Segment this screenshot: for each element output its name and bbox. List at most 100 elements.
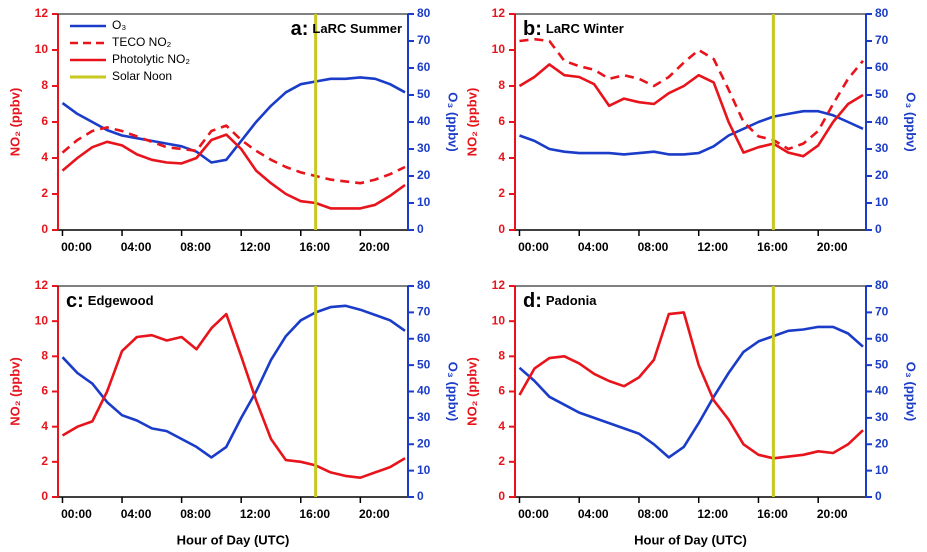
y-tick-label: 6 bbox=[498, 114, 505, 128]
y-tick-label: 4 bbox=[41, 150, 48, 164]
y-tick-label: 0 bbox=[41, 222, 48, 236]
panel: 0 2 4 6 8 10 12 0 10 20 30 40 50 60 70 80 00:00 04:00 08:0… bbox=[464, 278, 918, 547]
y2-tick-label: 0 bbox=[875, 489, 882, 503]
y2-tick-label: 40 bbox=[417, 384, 431, 398]
y-tick-label: 10 bbox=[35, 313, 49, 327]
x-tick-label: 00:00 bbox=[61, 240, 92, 254]
y2-tick-label: 70 bbox=[875, 33, 889, 47]
data-line bbox=[61, 133, 406, 210]
y2-tick-label: 30 bbox=[875, 410, 889, 424]
x-axis-label: Hour of Day (UTC) bbox=[634, 532, 747, 547]
y-tick-label: 6 bbox=[41, 114, 48, 128]
y-tick-label: 12 bbox=[35, 278, 49, 292]
y2-tick-label: 70 bbox=[875, 305, 889, 319]
panel: 0 2 4 6 8 10 12 0 10 20 30 40 50 60 70 80 00:00 04:00 08:0… bbox=[7, 6, 460, 254]
y-tick-label: 10 bbox=[35, 42, 49, 56]
x-tick-label: 12:00 bbox=[240, 240, 271, 254]
y2-axis-label: O₃ (ppbv) bbox=[446, 92, 461, 151]
panel-letter: d: bbox=[523, 290, 542, 312]
y-axis-label: NO₂ (ppbv) bbox=[464, 357, 479, 426]
x-tick-label: 04:00 bbox=[121, 240, 152, 254]
y-tick-label: 2 bbox=[41, 454, 48, 468]
x-tick-label: 20:00 bbox=[359, 240, 390, 254]
y2-tick-label: 60 bbox=[875, 60, 889, 74]
x-tick-label: 04:00 bbox=[578, 240, 609, 254]
y-tick-label: 0 bbox=[41, 489, 48, 503]
y2-tick-label: 40 bbox=[875, 114, 889, 128]
y2-tick-label: 50 bbox=[875, 87, 889, 101]
y2-tick-label: 0 bbox=[417, 222, 424, 236]
x-tick-label: 20:00 bbox=[817, 240, 848, 254]
data-line bbox=[61, 76, 406, 164]
y-tick-label: 6 bbox=[41, 384, 48, 398]
data-line bbox=[61, 304, 406, 459]
y-tick-label: 2 bbox=[498, 454, 505, 468]
y2-tick-label: 40 bbox=[417, 114, 431, 128]
x-tick-label: 00:00 bbox=[518, 240, 549, 254]
panel-title: a: LaRC Summer bbox=[291, 18, 402, 40]
y-tick-label: 4 bbox=[498, 419, 505, 433]
y2-axis-label: O₃ (ppbv) bbox=[904, 362, 919, 421]
panel: 0 2 4 6 8 10 12 0 10 20 30 40 50 60 70 80 00:00 04:00 08:0… bbox=[464, 6, 918, 254]
y-tick-label: 10 bbox=[492, 313, 506, 327]
data-line bbox=[519, 37, 865, 151]
y2-tick-label: 0 bbox=[875, 222, 882, 236]
x-tick-label: 04:00 bbox=[578, 507, 609, 521]
y-tick-label: 8 bbox=[41, 349, 48, 363]
y-tick-label: 4 bbox=[41, 419, 48, 433]
x-tick-label: 16:00 bbox=[757, 240, 788, 254]
y2-tick-label: 10 bbox=[417, 195, 431, 209]
legend-label: O₃ bbox=[112, 18, 126, 32]
y-tick-label: 8 bbox=[498, 349, 505, 363]
y2-tick-label: 80 bbox=[875, 6, 889, 20]
legend-label: Photolytic NO₂ bbox=[112, 52, 190, 66]
x-tick-label: 16:00 bbox=[757, 507, 788, 521]
x-tick-label: 12:00 bbox=[697, 507, 728, 521]
x-tick-label: 12:00 bbox=[697, 240, 728, 254]
y2-tick-label: 30 bbox=[417, 141, 431, 155]
y2-tick-label: 60 bbox=[875, 331, 889, 345]
panel-name: Padonia bbox=[546, 293, 597, 308]
y2-tick-label: 50 bbox=[417, 87, 431, 101]
y-tick-label: 0 bbox=[498, 222, 505, 236]
y2-tick-label: 80 bbox=[417, 6, 431, 20]
y-tick-label: 8 bbox=[41, 78, 48, 92]
x-tick-label: 00:00 bbox=[61, 507, 92, 521]
x-tick-label: 08:00 bbox=[638, 507, 669, 521]
data-line bbox=[61, 124, 406, 185]
y2-tick-label: 80 bbox=[417, 278, 431, 292]
x-tick-label: 20:00 bbox=[359, 507, 390, 521]
y-tick-label: 2 bbox=[41, 186, 48, 200]
panel-letter: a: bbox=[291, 18, 309, 40]
y2-tick-label: 50 bbox=[417, 357, 431, 371]
panel-name: LaRC Summer bbox=[312, 21, 402, 36]
data-line bbox=[519, 109, 864, 156]
panel-name: Edgewood bbox=[88, 293, 154, 308]
y2-tick-label: 50 bbox=[875, 357, 889, 371]
legend-label: TECO NO₂ bbox=[112, 35, 172, 49]
data-line bbox=[518, 325, 864, 459]
x-axis-label: Hour of Day (UTC) bbox=[177, 532, 290, 547]
x-tick-label: 08:00 bbox=[180, 240, 211, 254]
y-axis-label: NO₂ (ppbv) bbox=[7, 88, 22, 157]
y-tick-label: 6 bbox=[498, 384, 505, 398]
y2-tick-label: 0 bbox=[417, 489, 424, 503]
panel-title: d: Padonia bbox=[523, 290, 597, 312]
y-tick-label: 4 bbox=[498, 150, 505, 164]
x-tick-label: 08:00 bbox=[180, 507, 211, 521]
x-tick-label: 20:00 bbox=[817, 507, 848, 521]
y-tick-label: 2 bbox=[498, 186, 505, 200]
panel-title: c: Edgewood bbox=[66, 290, 154, 312]
y2-tick-label: 30 bbox=[417, 410, 431, 424]
panel: 0 2 4 6 8 10 12 0 10 20 30 40 50 60 70 80 00:00 04:00 08:0… bbox=[7, 278, 460, 547]
y2-tick-label: 20 bbox=[417, 436, 431, 450]
y-tick-label: 12 bbox=[492, 6, 506, 20]
panel-letter: b: bbox=[523, 18, 542, 40]
legend: O₃ TECO NO₂ Photolytic NO₂ Solar Noon bbox=[70, 18, 190, 83]
data-line bbox=[61, 312, 406, 479]
x-tick-label: 00:00 bbox=[518, 507, 549, 521]
y-axis-label: NO₂ (ppbv) bbox=[7, 357, 22, 426]
y-tick-label: 10 bbox=[492, 42, 506, 56]
y2-axis-label: O₃ (ppbv) bbox=[904, 92, 919, 151]
